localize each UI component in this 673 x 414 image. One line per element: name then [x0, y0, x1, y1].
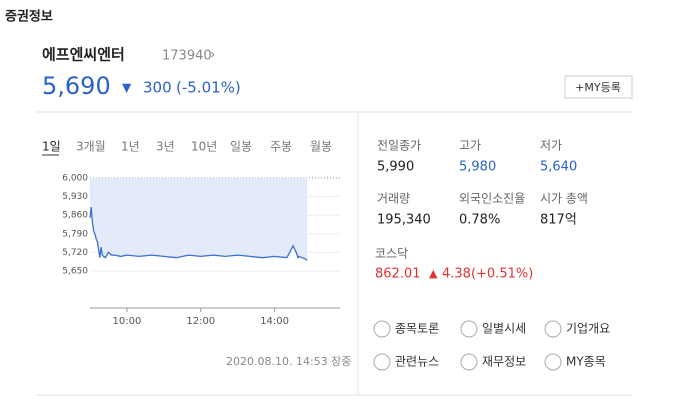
x-tick-label: 14:00 [260, 316, 289, 327]
tab[interactable]: 3개월 [76, 140, 106, 154]
link[interactable]: 일별시세 [482, 322, 526, 336]
change-rate: (-5.01%) [176, 79, 241, 97]
y-tick-label: 5,720 [62, 248, 88, 258]
my-button-label[interactable]: +MY등록 [575, 81, 621, 94]
stat-value: 5,990 [377, 160, 414, 175]
link-icon[interactable] [460, 320, 478, 338]
stock-code: 173940 [162, 49, 212, 64]
chevron: › [210, 48, 215, 63]
price: 5,690 [42, 72, 111, 100]
tab[interactable]: 월봉 [310, 140, 332, 154]
stock-name[interactable]: 에프엔씨엔터 [42, 46, 125, 64]
down-arrow: ▼ [122, 81, 132, 95]
link[interactable]: 종목토론 [395, 322, 439, 336]
stat-label: 저가 [540, 139, 562, 153]
y-tick-label: 5,650 [62, 267, 88, 277]
link[interactable]: 기업개요 [566, 322, 610, 336]
tab[interactable]: 3년 [156, 140, 175, 154]
section-title: 증권정보 [5, 9, 53, 25]
index-change: 4.38(+0.51%) [442, 267, 533, 282]
stat-label: 거래량 [377, 192, 410, 206]
stat-label: 전일종가 [377, 139, 421, 153]
tab[interactable]: 1일 [42, 140, 61, 154]
price-line [89, 207, 308, 261]
y-tick-label: 5,930 [62, 192, 88, 202]
stat-value: 817억 [540, 213, 577, 228]
area [90, 178, 308, 261]
stat-label: 고가 [459, 139, 481, 153]
stat-label: 외국인소진율 [459, 192, 525, 206]
link[interactable]: 관련뉴스 [395, 355, 439, 369]
stat-label: 시가 총액 [540, 192, 588, 206]
stat-value: 195,340 [377, 213, 431, 228]
link-icon[interactable] [460, 353, 478, 371]
y-tick-label: 5,860 [62, 211, 88, 221]
tab[interactable]: 1년 [121, 140, 140, 154]
timestamp: 2020.08.10. 14:53 장중 [226, 355, 351, 368]
stat-value: 5,980 [459, 160, 496, 175]
link[interactable]: 재무정보 [482, 355, 526, 369]
index-value: 862.01 [375, 267, 421, 282]
tab[interactable]: 일봉 [230, 140, 252, 154]
tab[interactable]: 주봉 [270, 140, 292, 154]
change: 300 [143, 79, 172, 97]
x-tick-label: 10:00 [113, 316, 142, 327]
stat-value: 0.78% [459, 213, 500, 228]
my-button[interactable] [564, 75, 633, 99]
y-tick-label: 5,790 [62, 229, 88, 239]
index-label: 코스닥 [375, 247, 408, 261]
link-icon[interactable] [544, 320, 562, 338]
link-icon[interactable] [544, 353, 562, 371]
tab[interactable]: 10년 [191, 140, 217, 154]
y-tick-label: 6,000 [62, 174, 88, 184]
link-icon[interactable] [373, 353, 391, 371]
x-tick-label: 12:00 [186, 316, 215, 327]
stat-value: 5,640 [540, 160, 577, 175]
link[interactable]: MY종목 [566, 355, 606, 369]
link-icon[interactable] [373, 320, 391, 338]
up-arrow: ▲ [429, 267, 438, 280]
